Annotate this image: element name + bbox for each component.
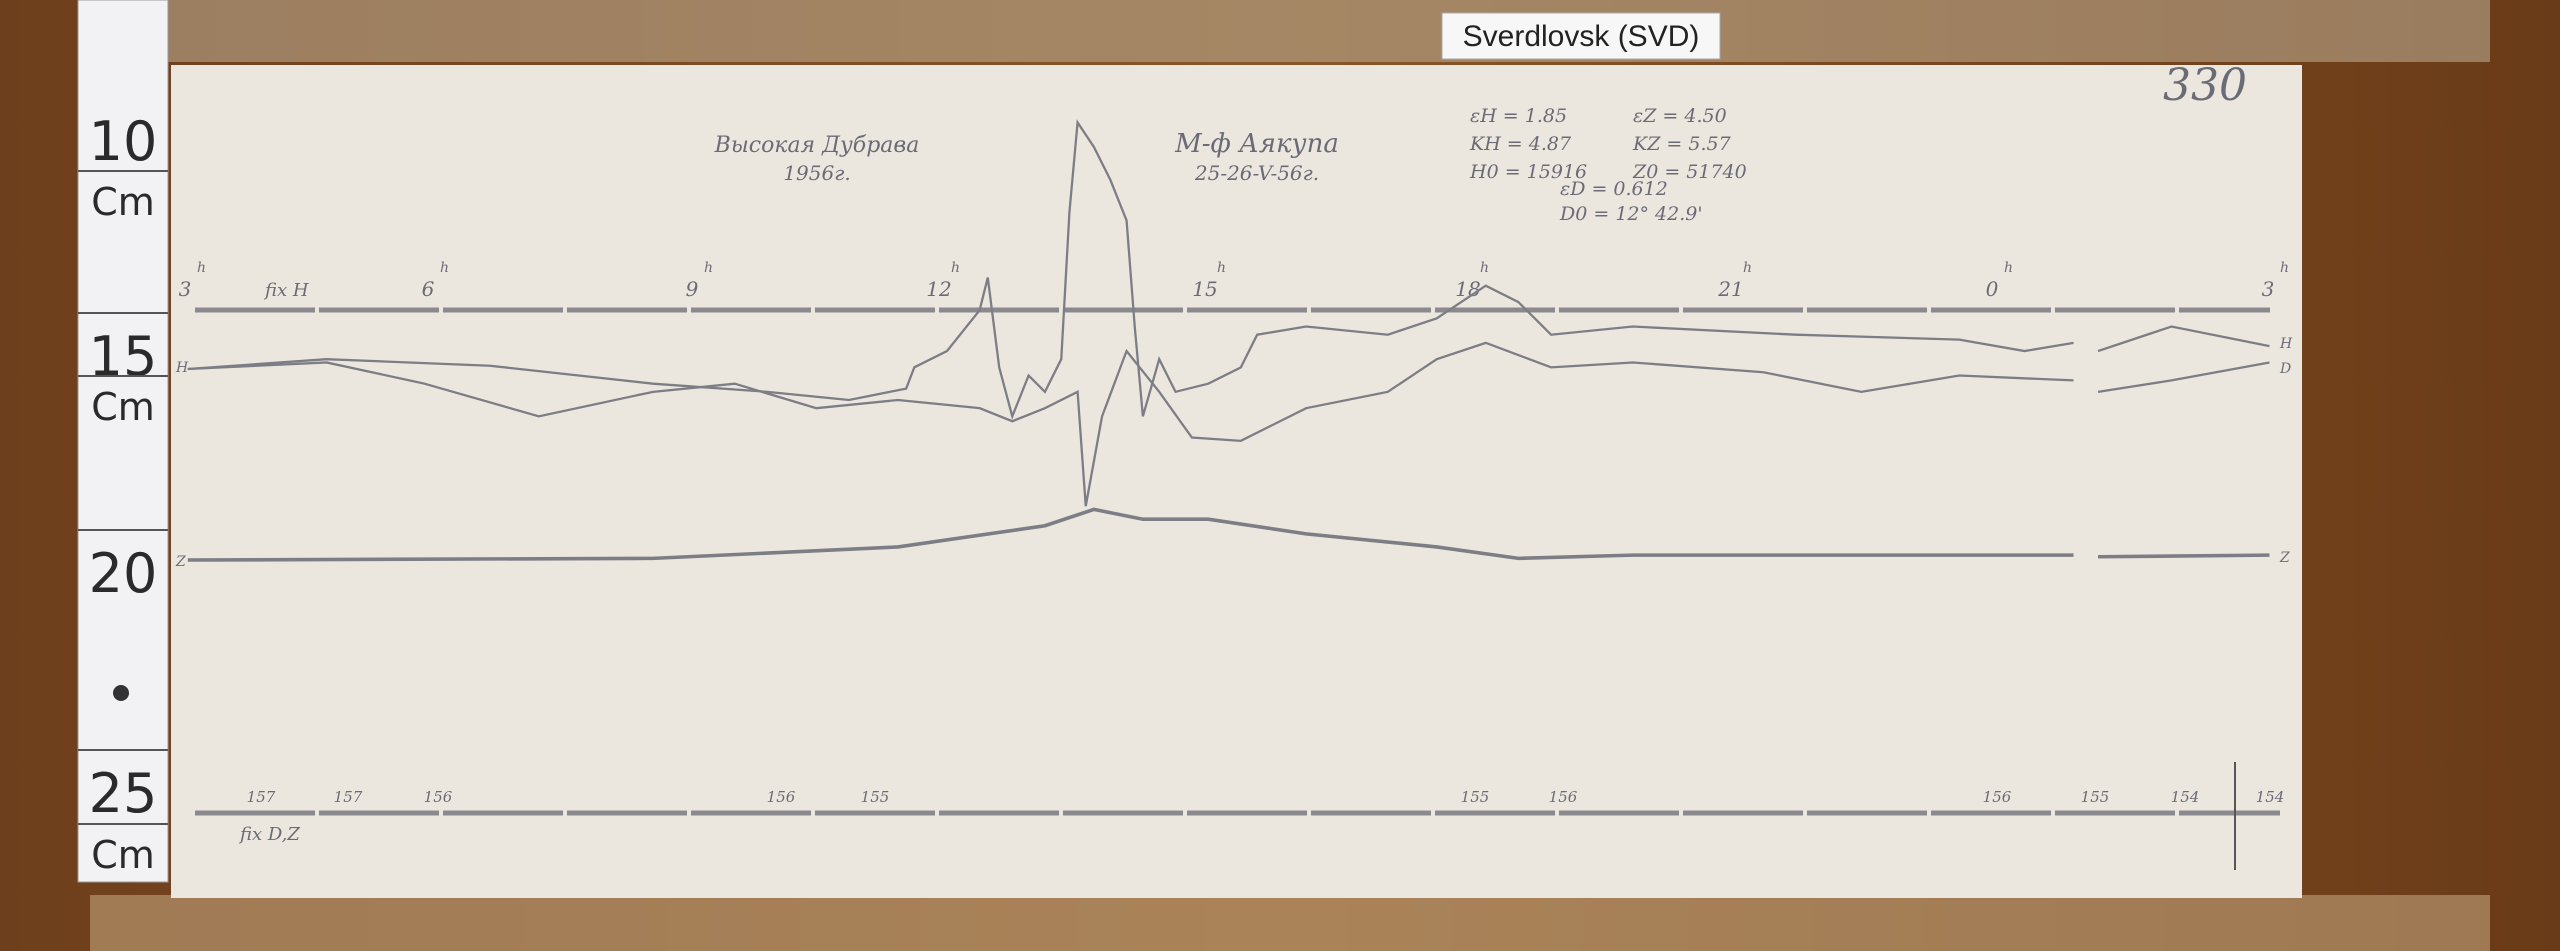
ruler-label: 10 <box>89 110 158 173</box>
baseline-label: 157 <box>334 788 363 806</box>
hour-label: 12 <box>926 277 951 301</box>
hour-label: 9 <box>686 277 699 301</box>
trace-z-left: Z <box>175 554 186 570</box>
fix-h: fix H <box>263 280 309 301</box>
constant: H0 = 15916 <box>1469 161 1587 183</box>
ruler-label: Cm <box>91 833 155 877</box>
baseline-label: 156 <box>1549 788 1578 806</box>
hour-label: 6 <box>422 277 435 301</box>
glass-bottom <box>90 895 2490 951</box>
ruler <box>77 0 169 883</box>
sheet-number: 330 <box>2163 60 2247 111</box>
d-trace <box>187 341 2270 507</box>
hour-mark: h <box>951 260 960 276</box>
ruler-label: 15 <box>89 325 158 388</box>
ruler-label: 25 <box>89 762 158 825</box>
baseline-label: 155 <box>2081 788 2110 806</box>
baseline-label: 154 <box>2256 788 2285 806</box>
constant: KZ = 5.57 <box>1632 133 1732 155</box>
hour-label: 3 <box>2262 277 2275 301</box>
baseline-label: 155 <box>861 788 890 806</box>
storm-dates: 25-26-V-56г. <box>1194 161 1319 185</box>
d0: D0 = 12° 42.9' <box>1559 203 1703 225</box>
hour-label: 0 <box>1986 277 1999 301</box>
trace-d-right: D <box>2279 361 2291 377</box>
constant: εZ = 4.50 <box>1633 105 1727 127</box>
magnetogram-sheet <box>171 65 2302 898</box>
hour-label: 3 <box>179 277 192 301</box>
ruler-label: 20 <box>89 542 158 605</box>
baseline-label: 154 <box>2171 788 2200 806</box>
eps-d: εD = 0.612 <box>1560 178 1668 200</box>
station-label-card <box>1441 12 1721 60</box>
glass-top <box>150 0 2490 62</box>
constant: εH = 1.85 <box>1470 105 1567 127</box>
constant: Z0 = 51740 <box>1632 161 1747 183</box>
fix-dz: fix D,Z <box>238 824 300 845</box>
station-label: Sverdlovsk (SVD) <box>1463 20 1700 53</box>
hour-mark: h <box>2280 260 2289 276</box>
constant: KH = 4.87 <box>1469 133 1572 155</box>
hour-mark: h <box>197 260 206 276</box>
trace-h-right: H <box>2279 336 2293 352</box>
ruler-label: Cm <box>91 385 155 429</box>
hour-mark: h <box>2004 260 2013 276</box>
year: 1956г. <box>783 161 850 185</box>
hour-label: 15 <box>1192 277 1217 301</box>
storm-title: М-ф Аякупа <box>1174 129 1339 159</box>
baseline-label: 156 <box>1983 788 2012 806</box>
hour-mark: h <box>1480 260 1489 276</box>
hour-mark: h <box>1217 260 1226 276</box>
z-trace <box>187 507 2270 562</box>
station-name: Высокая Дубрава <box>714 133 920 158</box>
ruler-label: Cm <box>91 180 155 224</box>
h-trace <box>187 119 2270 420</box>
hour-mark: h <box>1743 260 1752 276</box>
baseline-label: 156 <box>424 788 453 806</box>
ruler-screw <box>113 685 129 701</box>
baseline-label: 156 <box>767 788 796 806</box>
baseline-label: 157 <box>247 788 276 806</box>
hour-mark: h <box>440 260 449 276</box>
hour-label: 21 <box>1717 277 1743 301</box>
baseline-label: 155 <box>1461 788 1490 806</box>
hour-mark: h <box>704 260 713 276</box>
trace-h-left: H <box>175 360 189 376</box>
trace-z-right: Z <box>2279 550 2290 566</box>
